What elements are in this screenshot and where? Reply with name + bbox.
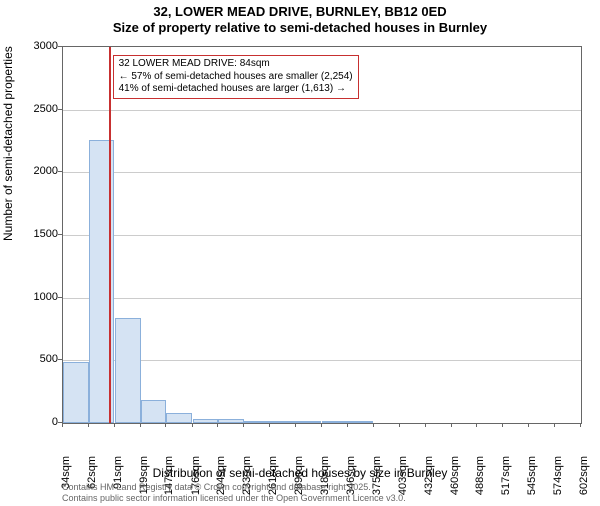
xtick-label: 488sqm: [474, 456, 486, 506]
xtick-label: 460sqm: [449, 456, 461, 506]
histogram-bar: [348, 421, 374, 423]
xtick-mark: [269, 423, 270, 427]
xtick-label: 517sqm: [500, 456, 512, 506]
xtick-mark: [295, 423, 296, 427]
xtick-mark: [373, 423, 374, 427]
gridline: [63, 360, 581, 361]
histogram-bar: [193, 419, 219, 423]
annotation-line1: 32 LOWER MEAD DRIVE: 84sqm: [119, 58, 353, 71]
ytick-label: 1500: [34, 228, 58, 240]
histogram-bar: [322, 421, 348, 423]
histogram-bar: [115, 318, 141, 423]
annotation-line2: ← 57% of semi-detached houses are smalle…: [119, 71, 353, 84]
xtick-mark: [88, 423, 89, 427]
xtick-mark: [243, 423, 244, 427]
footer-line2: Contains public sector information licen…: [62, 493, 406, 504]
chart-title-main: 32, LOWER MEAD DRIVE, BURNLEY, BB12 0ED: [0, 4, 600, 19]
xtick-mark: [62, 423, 63, 427]
xtick-mark: [580, 423, 581, 427]
chart-plot-area: 32 LOWER MEAD DRIVE: 84sqm ← 57% of semi…: [62, 46, 582, 424]
xtick-mark: [451, 423, 452, 427]
ytick-label: 2000: [34, 165, 58, 177]
xtick-mark: [502, 423, 503, 427]
ytick-label: 500: [40, 353, 58, 365]
histogram-bar: [63, 362, 89, 423]
xtick-label: 545sqm: [526, 456, 538, 506]
histogram-bar: [141, 400, 167, 423]
chart-title-sub: Size of property relative to semi-detach…: [0, 20, 600, 35]
xtick-mark: [347, 423, 348, 427]
histogram-bar: [270, 421, 296, 423]
xtick-mark: [114, 423, 115, 427]
xtick-mark: [528, 423, 529, 427]
xtick-mark: [476, 423, 477, 427]
xtick-mark: [165, 423, 166, 427]
footer-attribution: Contains HM Land Registry data © Crown c…: [62, 482, 406, 504]
xtick-mark: [554, 423, 555, 427]
gridline: [63, 298, 581, 299]
ytick-label: 2500: [34, 103, 58, 115]
histogram-bar: [166, 413, 192, 423]
xtick-mark: [140, 423, 141, 427]
xtick-mark: [217, 423, 218, 427]
gridline: [63, 235, 581, 236]
x-axis-label: Distribution of semi-detached houses by …: [0, 466, 600, 480]
y-axis-label: Number of semi-detached properties: [1, 46, 15, 241]
xtick-label: 602sqm: [578, 456, 590, 506]
histogram-bar: [218, 419, 244, 423]
xtick-mark: [425, 423, 426, 427]
annotation-box: 32 LOWER MEAD DRIVE: 84sqm ← 57% of semi…: [113, 55, 359, 99]
ytick-label: 1000: [34, 291, 58, 303]
gridline: [63, 172, 581, 173]
xtick-mark: [399, 423, 400, 427]
xtick-mark: [321, 423, 322, 427]
ytick-label: 3000: [34, 40, 58, 52]
marker-line: [109, 47, 111, 423]
xtick-mark: [192, 423, 193, 427]
xtick-label: 574sqm: [552, 456, 564, 506]
gridline: [63, 110, 581, 111]
xtick-label: 432sqm: [423, 456, 435, 506]
annotation-line3: 41% of semi-detached houses are larger (…: [119, 83, 353, 96]
histogram-bar: [244, 421, 270, 423]
footer-line1: Contains HM Land Registry data © Crown c…: [62, 482, 406, 493]
histogram-bar: [296, 421, 322, 423]
